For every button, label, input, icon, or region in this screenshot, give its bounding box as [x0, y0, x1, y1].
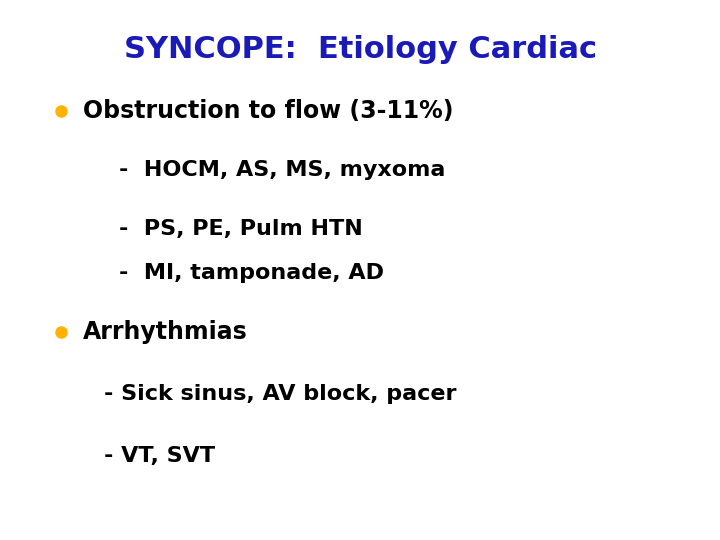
- Text: - Sick sinus, AV block, pacer: - Sick sinus, AV block, pacer: [104, 384, 457, 404]
- Text: - VT, SVT: - VT, SVT: [104, 446, 215, 467]
- Text: -  MI, tamponade, AD: - MI, tamponade, AD: [119, 262, 384, 283]
- Text: SYNCOPE:  Etiology Cardiac: SYNCOPE: Etiology Cardiac: [124, 35, 596, 64]
- Text: -  HOCM, AS, MS, myxoma: - HOCM, AS, MS, myxoma: [119, 160, 445, 180]
- Text: -  PS, PE, Pulm HTN: - PS, PE, Pulm HTN: [119, 219, 363, 240]
- Text: Obstruction to flow (3-11%): Obstruction to flow (3-11%): [83, 99, 454, 123]
- Text: Arrhythmias: Arrhythmias: [83, 320, 248, 344]
